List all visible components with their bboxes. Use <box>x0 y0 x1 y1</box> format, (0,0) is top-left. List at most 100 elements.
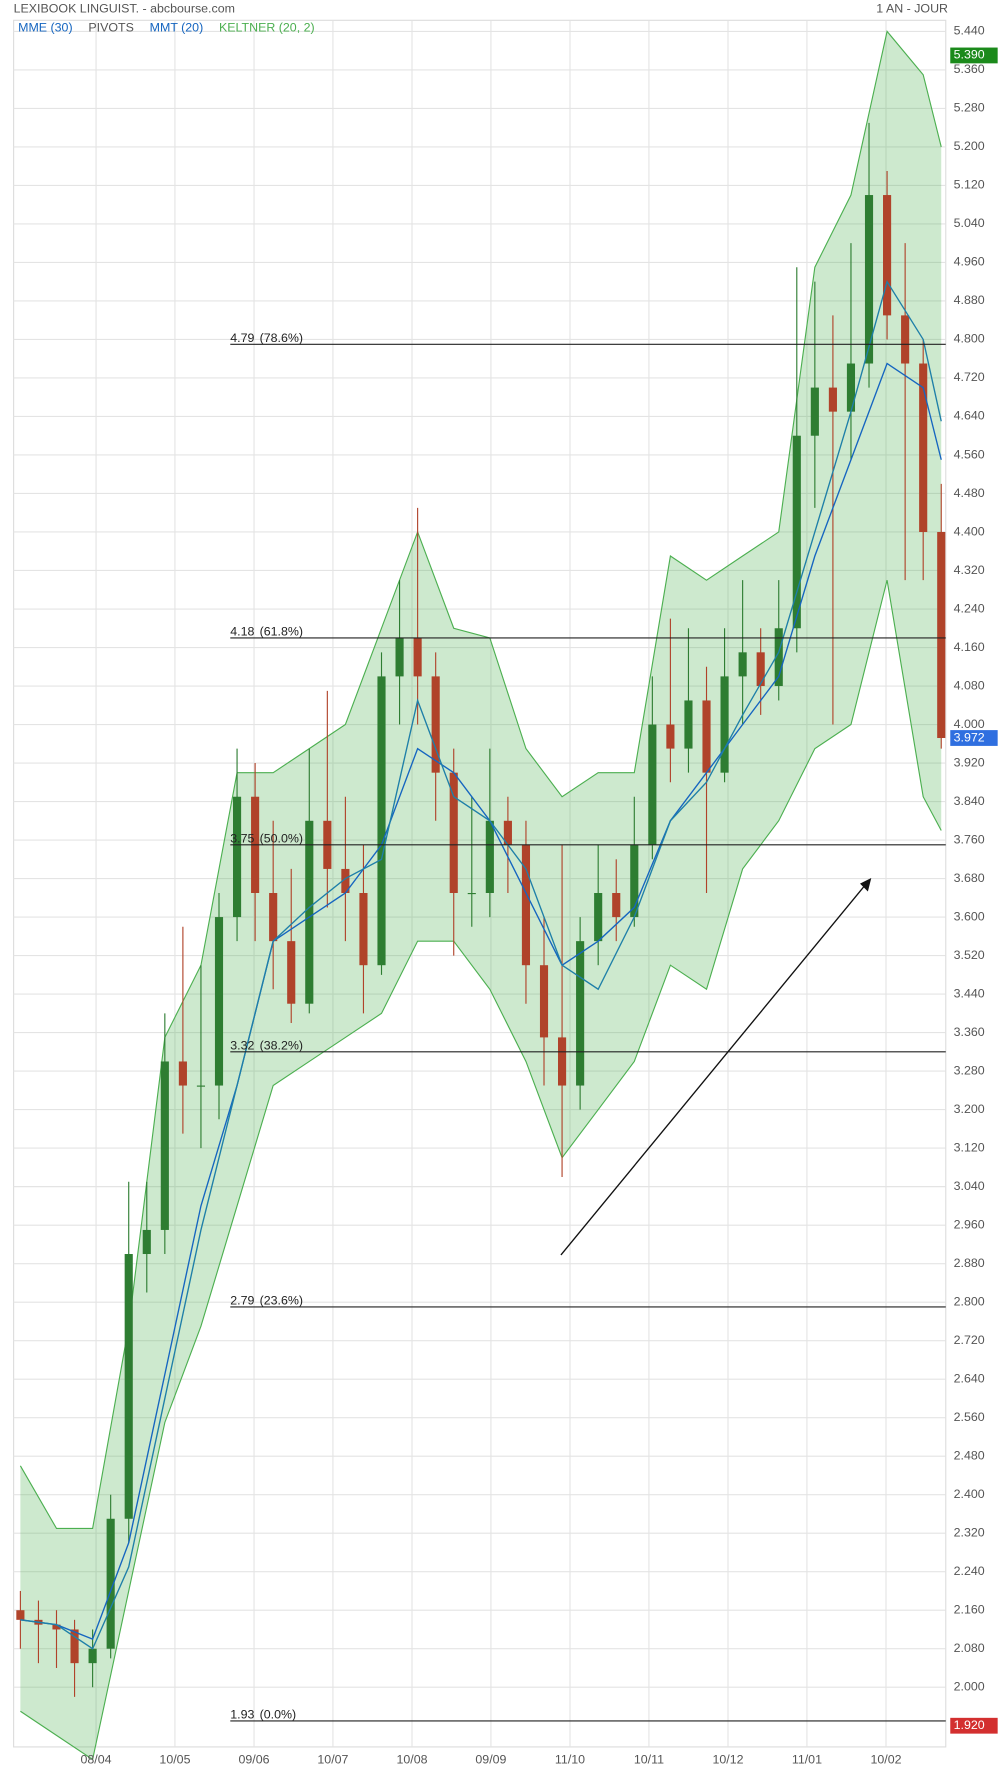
y-tick-label: 5.040 <box>954 216 985 230</box>
candle-body <box>431 676 440 773</box>
price-badge <box>950 1717 998 1734</box>
candle-body <box>287 941 296 1004</box>
price-badge <box>950 47 998 64</box>
candle-body <box>612 893 621 918</box>
candle-body <box>883 195 892 316</box>
candle-body <box>810 387 819 436</box>
period: 1 AN - JOUR <box>876 1 948 15</box>
candle-body <box>630 844 639 918</box>
candle-body <box>359 893 368 966</box>
candle-body <box>828 387 837 412</box>
y-tick-label: 5.200 <box>954 139 985 153</box>
candle-body <box>178 1061 187 1086</box>
y-tick-label: 5.120 <box>954 178 985 192</box>
x-tick-label: 10/08 <box>396 1753 427 1767</box>
candle-body <box>666 724 675 749</box>
fib-price: 1.93 <box>230 1708 254 1722</box>
candle-body <box>467 893 476 895</box>
y-tick-label: 2.560 <box>954 1410 985 1424</box>
y-tick-label: 4.560 <box>954 447 985 461</box>
y-tick-label: 3.280 <box>954 1063 985 1077</box>
fib-percent: (50.0%) <box>260 832 303 846</box>
candle-body <box>594 893 603 942</box>
y-tick-label: 4.000 <box>954 717 985 731</box>
candle-body <box>901 315 910 364</box>
y-tick-label: 3.840 <box>954 794 985 808</box>
candle-body <box>269 893 278 942</box>
y-tick-label: 5.280 <box>954 101 985 115</box>
y-tick-label: 3.440 <box>954 986 985 1000</box>
candle-body <box>937 531 946 739</box>
candle-body <box>738 652 747 677</box>
y-tick-label: 4.400 <box>954 524 985 538</box>
y-tick-label: 2.000 <box>954 1680 985 1694</box>
y-tick-label: 2.640 <box>954 1371 985 1385</box>
candle-body <box>232 796 242 918</box>
candle-body <box>919 363 928 532</box>
plot-area <box>13 19 947 1748</box>
keltner-band <box>20 31 942 1760</box>
candle-body <box>756 652 765 687</box>
x-tick-label: 10/05 <box>159 1753 190 1767</box>
trend-arrow-head <box>859 877 872 892</box>
x-tick-label: 10/07 <box>317 1753 348 1767</box>
price-badge-label: 3.972 <box>954 730 985 744</box>
y-tick-label: 4.240 <box>954 601 985 615</box>
candle-body <box>124 1254 133 1519</box>
fib-percent: (78.6%) <box>260 331 303 345</box>
y-tick-label: 5.440 <box>954 24 985 38</box>
candle-body <box>792 435 801 629</box>
candle-body <box>341 868 350 894</box>
candle-body <box>864 195 874 364</box>
y-tick-label: 3.040 <box>954 1179 985 1193</box>
fib-percent: (38.2%) <box>260 1038 303 1052</box>
candle-body <box>305 820 314 1004</box>
y-tick-label: 4.480 <box>954 486 985 500</box>
keltner-line <box>20 580 942 1761</box>
fib-price: 4.79 <box>230 331 254 345</box>
legend-entry: PIVOTS <box>88 20 133 34</box>
candle-body <box>214 917 224 1086</box>
candle-body <box>702 700 711 773</box>
y-tick-label: 4.320 <box>954 563 985 577</box>
candle-body <box>142 1229 151 1255</box>
y-tick-label: 2.160 <box>954 1602 985 1616</box>
x-tick-label: 10/12 <box>712 1753 743 1767</box>
y-tick-label: 3.760 <box>954 832 985 846</box>
y-tick-label: 2.800 <box>954 1294 985 1308</box>
price-badge-label: 1.920 <box>954 1718 985 1732</box>
candle-body <box>88 1648 97 1664</box>
y-tick-label: 3.920 <box>954 755 985 769</box>
candle-body <box>16 1610 25 1620</box>
candle-body <box>576 941 585 1086</box>
candle-body <box>395 637 404 677</box>
y-tick-label: 3.680 <box>954 871 985 885</box>
chart-title: LEXIBOOK LINGUIST. - abcbourse.com <box>14 1 235 15</box>
legend-entry: KELTNER (20, 2) <box>219 20 315 34</box>
y-tick-label: 4.960 <box>954 255 985 269</box>
y-tick-label: 2.880 <box>954 1256 985 1270</box>
y-tick-label: 2.240 <box>954 1564 985 1578</box>
x-tick-label: 09/09 <box>475 1753 506 1767</box>
fib-percent: (23.6%) <box>260 1294 303 1308</box>
price-badge <box>950 730 998 746</box>
fib-price: 4.18 <box>230 625 254 639</box>
candle-body <box>52 1624 61 1630</box>
fib-percent: (0.0%) <box>260 1708 297 1722</box>
x-tick-label: 11/01 <box>792 1753 822 1767</box>
legend-entry: MMT (20) <box>150 20 204 34</box>
y-tick-label: 3.360 <box>954 1025 985 1039</box>
x-tick-label: 09/06 <box>239 1753 270 1767</box>
y-tick-label: 3.120 <box>954 1140 985 1154</box>
candle-body <box>558 1037 567 1086</box>
y-tick-label: 4.160 <box>954 640 985 654</box>
y-tick-label: 2.080 <box>954 1641 985 1655</box>
y-tick-label: 2.400 <box>954 1487 985 1501</box>
moving-average <box>20 280 942 1650</box>
candle-body <box>521 844 531 966</box>
x-tick-label: 10/02 <box>870 1753 901 1767</box>
y-tick-label: 4.800 <box>954 332 985 346</box>
y-tick-label: 4.720 <box>954 370 985 384</box>
